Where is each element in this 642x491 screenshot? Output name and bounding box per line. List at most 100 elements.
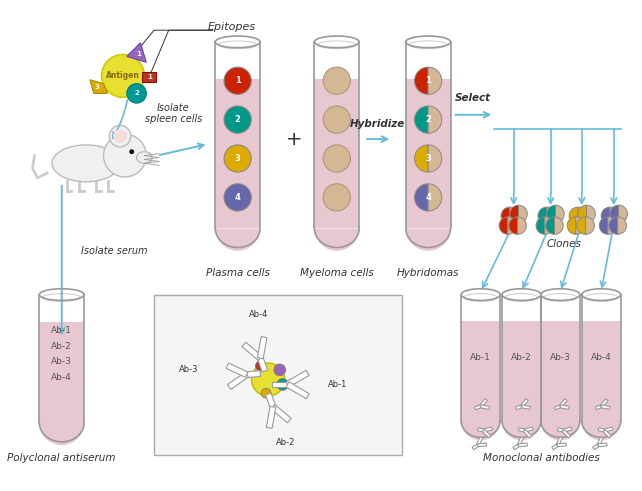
- Wedge shape: [601, 207, 610, 224]
- Polygon shape: [227, 372, 248, 389]
- Wedge shape: [461, 421, 500, 440]
- Polygon shape: [517, 436, 524, 446]
- Text: Ab-3: Ab-3: [550, 353, 571, 362]
- Wedge shape: [608, 217, 617, 234]
- Wedge shape: [428, 184, 442, 211]
- Polygon shape: [552, 444, 559, 450]
- Polygon shape: [516, 405, 522, 409]
- Text: 3: 3: [235, 154, 241, 163]
- Wedge shape: [510, 207, 519, 224]
- Polygon shape: [39, 322, 84, 423]
- Circle shape: [129, 149, 134, 154]
- Wedge shape: [501, 207, 510, 224]
- Wedge shape: [582, 421, 621, 440]
- Text: Ab-4: Ab-4: [248, 310, 268, 319]
- Circle shape: [127, 83, 146, 103]
- Wedge shape: [555, 217, 563, 234]
- Polygon shape: [483, 430, 490, 438]
- Text: Ab-4: Ab-4: [51, 373, 72, 382]
- Text: 1: 1: [136, 51, 141, 56]
- Circle shape: [252, 363, 284, 396]
- Text: 2: 2: [235, 115, 241, 124]
- Polygon shape: [480, 399, 487, 408]
- Polygon shape: [519, 443, 527, 447]
- Polygon shape: [603, 427, 613, 432]
- Wedge shape: [618, 217, 627, 234]
- Text: 1: 1: [425, 76, 431, 85]
- Wedge shape: [519, 205, 527, 222]
- Polygon shape: [598, 443, 607, 447]
- Text: 3: 3: [425, 154, 431, 163]
- Text: 2: 2: [134, 90, 139, 96]
- Polygon shape: [557, 443, 566, 447]
- Polygon shape: [597, 436, 603, 446]
- Circle shape: [101, 55, 144, 97]
- Circle shape: [323, 145, 351, 172]
- Wedge shape: [428, 145, 442, 172]
- Wedge shape: [576, 217, 585, 234]
- Polygon shape: [406, 80, 451, 228]
- Circle shape: [224, 184, 251, 211]
- Wedge shape: [415, 145, 428, 172]
- Wedge shape: [406, 228, 451, 251]
- Wedge shape: [415, 67, 428, 94]
- Wedge shape: [547, 207, 555, 224]
- Circle shape: [323, 67, 351, 94]
- Text: Myeloma cells: Myeloma cells: [300, 269, 374, 278]
- Polygon shape: [266, 406, 276, 428]
- Polygon shape: [582, 321, 621, 421]
- Polygon shape: [286, 382, 309, 399]
- Wedge shape: [555, 205, 564, 222]
- FancyBboxPatch shape: [154, 295, 402, 455]
- Text: Ab-2: Ab-2: [276, 438, 295, 447]
- Circle shape: [224, 67, 251, 94]
- Wedge shape: [510, 205, 519, 222]
- Polygon shape: [555, 405, 561, 409]
- Text: Select: Select: [455, 93, 491, 103]
- Wedge shape: [415, 184, 428, 211]
- Circle shape: [277, 379, 288, 390]
- Text: Ab-1: Ab-1: [328, 380, 348, 389]
- Text: Hybridomas: Hybridomas: [397, 269, 460, 278]
- Wedge shape: [315, 228, 359, 251]
- Polygon shape: [560, 405, 569, 409]
- Polygon shape: [226, 363, 248, 378]
- Wedge shape: [541, 421, 580, 440]
- Polygon shape: [598, 428, 605, 432]
- Wedge shape: [567, 217, 576, 234]
- Polygon shape: [90, 80, 107, 93]
- Text: 3: 3: [94, 83, 99, 89]
- Wedge shape: [578, 207, 587, 224]
- Polygon shape: [523, 430, 532, 438]
- Polygon shape: [502, 321, 541, 421]
- Wedge shape: [599, 217, 608, 234]
- Wedge shape: [546, 217, 555, 234]
- Polygon shape: [556, 436, 562, 446]
- Polygon shape: [593, 444, 599, 450]
- Polygon shape: [601, 405, 610, 409]
- Polygon shape: [271, 405, 291, 423]
- Text: Ab-2: Ab-2: [51, 342, 72, 351]
- Text: Isolate
spleen cells: Isolate spleen cells: [145, 103, 202, 125]
- Text: 1: 1: [235, 76, 241, 85]
- Polygon shape: [247, 371, 261, 378]
- Wedge shape: [610, 205, 619, 222]
- Circle shape: [274, 364, 286, 376]
- Circle shape: [224, 106, 251, 133]
- Wedge shape: [499, 217, 508, 234]
- Wedge shape: [538, 207, 547, 224]
- Wedge shape: [215, 228, 260, 251]
- Circle shape: [224, 145, 251, 172]
- Wedge shape: [508, 217, 517, 234]
- Polygon shape: [600, 399, 608, 408]
- Circle shape: [256, 361, 265, 371]
- Circle shape: [261, 388, 271, 398]
- Text: Hybridize: Hybridize: [350, 119, 405, 129]
- Text: Plasma cells: Plasma cells: [205, 269, 270, 278]
- Polygon shape: [472, 444, 478, 450]
- Circle shape: [103, 134, 146, 177]
- Circle shape: [109, 126, 131, 147]
- Circle shape: [323, 106, 351, 133]
- Polygon shape: [480, 405, 489, 409]
- Wedge shape: [619, 205, 627, 222]
